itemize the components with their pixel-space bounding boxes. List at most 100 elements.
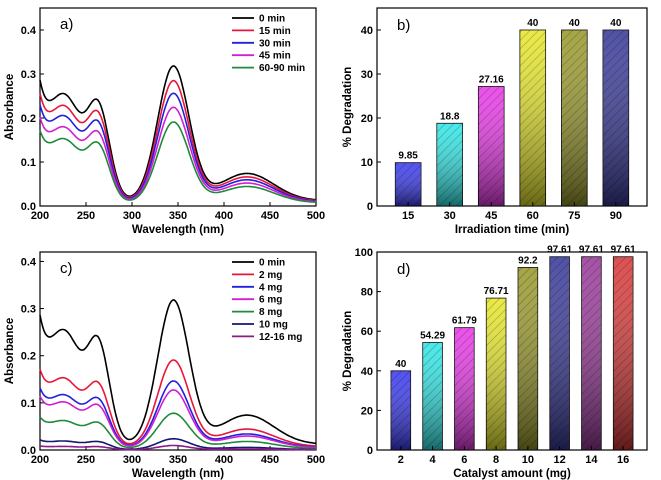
legend-label-c-3: 6 mg — [259, 295, 282, 306]
x-tick-label-c: 300 — [123, 454, 141, 466]
series-line-c-6 — [39, 444, 316, 451]
plot-frame-d — [376, 251, 648, 451]
x-axis-title-d: Catalyst amount (mg) — [453, 468, 571, 480]
x-tick-label-a: 400 — [215, 210, 233, 222]
x-tick-label-b-3: 60 — [527, 210, 539, 222]
x-tick-label-d-7: 16 — [617, 454, 629, 466]
bar-hatch-d-0 — [390, 370, 411, 450]
y-tick-label-c: 0.3 — [21, 304, 36, 316]
bar-value-label-d-3: 76.71 — [484, 286, 509, 297]
series-line-a-4 — [39, 121, 317, 204]
x-tick-label-c: 350 — [169, 454, 187, 466]
y-tick-label-a: 0.3 — [21, 69, 36, 81]
bar-value-label-b-1: 18.8 — [440, 111, 460, 122]
y-tick-label-c: 0.0 — [21, 445, 36, 457]
bar-hatch-d-1 — [422, 342, 443, 450]
y-tick-label-a: 0.1 — [21, 157, 36, 169]
y-tick-label-b: 0 — [367, 201, 373, 213]
legend-label-a-4: 60-90 min — [259, 63, 305, 74]
bar-value-label-b-3: 40 — [527, 18, 539, 29]
bar-value-label-b-2: 27.16 — [479, 74, 504, 85]
panel-label-b: b) — [397, 17, 410, 34]
bar-value-label-d-1: 54.29 — [420, 331, 445, 342]
legend-label-c-2: 4 mg — [259, 282, 282, 293]
x-tick-label-a: 350 — [169, 210, 187, 222]
series-line-a-0 — [39, 65, 317, 201]
bar-hatch-b-2 — [478, 86, 505, 206]
panel-label-c: c) — [60, 260, 73, 277]
y-tick-label-b: 40 — [361, 25, 373, 37]
x-tick-label-a: 200 — [31, 210, 49, 222]
x-tick-label-a: 450 — [261, 210, 279, 222]
legend-label-c-1: 2 mg — [259, 270, 282, 281]
series-line-c-0 — [39, 299, 317, 445]
series-line-a-3 — [39, 106, 317, 203]
x-tick-label-b-2: 45 — [485, 210, 497, 222]
x-tick-label-d-6: 14 — [585, 454, 598, 466]
legend-label-c-4: 8 mg — [259, 307, 282, 318]
panel-label-a: a) — [60, 16, 73, 33]
bar-value-label-d-7: 97.61 — [611, 245, 636, 256]
y-tick-label-c: 0.2 — [21, 351, 36, 363]
y-axis-title-a: Absorbance — [4, 74, 16, 140]
series-line-a-1 — [39, 79, 317, 202]
x-axis-title-a: Wavelength (nm) — [132, 224, 224, 236]
legend-label-c-6: 12-16 mg — [259, 332, 302, 343]
x-tick-label-b-0: 15 — [402, 210, 414, 222]
bar-value-label-b-4: 40 — [569, 18, 581, 29]
bar-hatch-b-3 — [519, 30, 546, 206]
x-tick-label-a: 300 — [123, 210, 141, 222]
legend-label-c-5: 10 mg — [259, 320, 288, 331]
x-tick-label-a: 500 — [307, 210, 325, 222]
x-tick-label-b-1: 30 — [444, 210, 456, 222]
bar-hatch-d-6 — [581, 256, 602, 450]
legend-label-c-0: 0 min — [259, 258, 285, 269]
y-tick-label-a: 0.2 — [21, 113, 36, 125]
x-tick-label-c: 400 — [215, 454, 233, 466]
x-tick-label-b-4: 75 — [568, 210, 580, 222]
y-tick-label-c: 0.1 — [21, 398, 36, 410]
x-tick-label-c: 450 — [261, 454, 279, 466]
x-tick-label-d-0: 2 — [398, 454, 404, 466]
y-tick-label-d: 0 — [367, 445, 373, 457]
x-tick-label-b-5: 90 — [610, 210, 622, 222]
y-tick-label-d: 20 — [361, 405, 373, 417]
plot-frame-b — [376, 7, 648, 207]
x-tick-label-d-1: 4 — [430, 454, 437, 466]
bar-hatch-d-7 — [613, 256, 634, 450]
y-tick-label-d: 100 — [355, 247, 373, 259]
bar-hatch-b-0 — [395, 162, 422, 206]
bar-value-label-d-5: 97.61 — [547, 245, 572, 256]
y-tick-label-d: 40 — [361, 366, 373, 378]
bar-hatch-d-5 — [549, 256, 570, 450]
bar-value-label-d-4: 92.2 — [518, 255, 538, 266]
series-line-c-1 — [39, 359, 317, 447]
y-tick-label-b: 20 — [361, 113, 373, 125]
x-tick-label-c: 250 — [77, 454, 95, 466]
bar-value-label-b-0: 9.85 — [398, 151, 418, 162]
series-line-c-2 — [39, 380, 316, 448]
x-tick-label-c: 500 — [307, 454, 325, 466]
y-tick-label-d: 80 — [361, 287, 373, 299]
bar-value-label-d-2: 61.79 — [452, 316, 477, 327]
y-tick-label-a: 0.0 — [21, 201, 36, 213]
y-tick-label-b: 30 — [361, 69, 373, 81]
panel-label-d: d) — [397, 261, 410, 278]
bar-hatch-d-3 — [486, 298, 506, 450]
x-axis-title-c: Wavelength (nm) — [132, 468, 224, 480]
bar-hatch-d-2 — [454, 327, 475, 450]
y-axis-title-d: % Degradation — [342, 311, 354, 392]
bar-hatch-d-4 — [518, 267, 538, 450]
y-axis-title-b: % Degradation — [342, 67, 354, 148]
bar-hatch-b-5 — [602, 30, 629, 206]
series-line-c-4 — [39, 412, 317, 450]
x-tick-label-d-5: 12 — [554, 454, 566, 466]
x-tick-label-d-4: 10 — [522, 454, 534, 466]
legend-label-a-0: 0 min — [259, 14, 285, 25]
bar-hatch-b-4 — [561, 30, 588, 206]
x-tick-label-d-2: 6 — [461, 454, 467, 466]
x-axis-title-b: Irradiation time (min) — [455, 224, 570, 236]
series-line-c-3 — [39, 389, 316, 449]
legend-label-a-2: 30 min — [259, 38, 291, 49]
